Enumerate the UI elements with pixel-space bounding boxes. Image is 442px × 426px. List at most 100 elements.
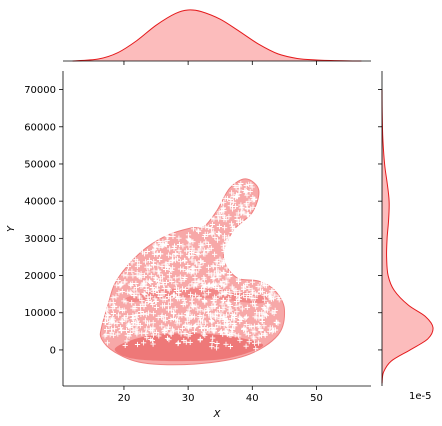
x-axis-label: X	[213, 409, 222, 420]
scatter-marker	[124, 268, 130, 274]
y-marginal-density-fill	[382, 89, 434, 384]
scatter-marker	[257, 284, 263, 290]
scatter-marker	[250, 289, 256, 295]
scatter-marker	[171, 245, 177, 252]
scatter-marker	[133, 257, 139, 263]
scatter-marker	[217, 329, 223, 335]
scatter-marker	[221, 283, 227, 289]
scatter-marker	[196, 295, 202, 301]
scatter-marker	[160, 243, 166, 249]
scatter-marker	[201, 283, 207, 289]
scatter-marker	[148, 273, 154, 279]
scatter-marker	[108, 319, 114, 325]
scatter-marker	[140, 311, 146, 317]
scatter-marker	[238, 180, 244, 187]
scatter-marker	[222, 195, 228, 201]
scatter-marker	[244, 188, 250, 195]
scatter-marker	[237, 187, 243, 193]
scatter-marker	[241, 292, 247, 298]
scatter-marker	[149, 328, 156, 334]
scatter-marker	[146, 320, 152, 326]
scatter-marker	[133, 285, 140, 291]
x-marginal-ticks	[123, 61, 317, 65]
scatter-marker	[193, 303, 199, 309]
y-tick-label: 40000	[24, 197, 56, 208]
scatter-marker	[211, 275, 217, 281]
scatter-marker	[110, 310, 116, 317]
scatter-marker	[251, 323, 257, 329]
scatter-marker	[194, 261, 200, 267]
scatter-marker	[271, 310, 277, 316]
scatter-marker	[161, 285, 167, 291]
scatter-marker	[192, 275, 198, 281]
x-tick-label: 30	[182, 393, 195, 404]
scatter-marker	[196, 265, 202, 271]
scatter-marker	[186, 325, 192, 331]
scatter-marker	[230, 286, 236, 292]
scatter-marker	[104, 312, 110, 318]
scatter-marker	[162, 303, 168, 309]
scatter-marker	[203, 224, 209, 230]
scatter-marker	[184, 314, 190, 320]
scatter-marker	[204, 248, 210, 254]
scatter-marker	[247, 292, 253, 299]
scatter-marker	[102, 320, 108, 326]
scatter-marker	[169, 326, 175, 332]
scatter-marker	[127, 289, 133, 295]
scatter-marker	[122, 279, 128, 285]
x-tick-label: 50	[310, 393, 323, 404]
scatter-marker	[261, 281, 267, 287]
scatter-marker	[201, 308, 207, 314]
scatter-marker	[270, 288, 276, 294]
scatter-marker	[203, 239, 209, 245]
scatter-marker	[227, 203, 233, 209]
scatter-marker	[209, 325, 215, 331]
scatter-marker	[234, 292, 240, 298]
scatter-marker	[268, 291, 274, 297]
scatter-marker	[237, 302, 243, 308]
scatter-marker	[250, 328, 256, 334]
scatter-marker	[183, 339, 189, 345]
scatter-marker	[169, 258, 175, 264]
scatter-marker	[156, 333, 162, 339]
scatter-marker	[224, 321, 230, 327]
scatter-marker	[241, 326, 247, 332]
scatter-marker	[181, 276, 187, 282]
scatter-marker	[164, 238, 170, 244]
scatter-marker	[243, 201, 249, 207]
scatter-marker	[210, 229, 216, 235]
scatter-marker	[210, 335, 216, 341]
scatter-marker	[228, 320, 234, 326]
scatter-marker	[182, 322, 188, 328]
scatter-marker	[267, 328, 273, 334]
scatter-marker	[152, 243, 158, 249]
scatter-marker	[272, 327, 279, 333]
scatter-marker	[264, 292, 270, 298]
scatter-marker	[195, 320, 201, 326]
scatter-marker	[205, 224, 211, 231]
scatter-marker	[162, 266, 169, 273]
scatter-marker	[235, 296, 241, 302]
scatter-marker	[217, 280, 223, 286]
scatter-marker	[146, 264, 152, 270]
scatter-marker	[198, 242, 204, 248]
scatter-marker	[189, 257, 195, 263]
x-marginal-density-line	[72, 9, 362, 62]
scatter-marker	[197, 263, 203, 269]
scatter-marker	[224, 331, 230, 337]
scatter-marker	[272, 292, 278, 298]
scatter-marker	[212, 294, 218, 300]
scatter-marker	[134, 341, 141, 348]
scatter-marker	[202, 231, 208, 237]
scatter-marker	[215, 322, 221, 328]
scatter-marker	[124, 273, 130, 279]
scatter-marker	[189, 295, 195, 301]
scatter-marker	[225, 301, 231, 307]
scatter-marker	[118, 318, 124, 324]
scatter-marker	[150, 248, 156, 254]
scatter-marker	[244, 295, 250, 301]
scatter-marker	[245, 212, 252, 218]
scatter-marker	[205, 307, 211, 313]
scatter-marker	[103, 331, 109, 337]
scatter-marker	[232, 312, 238, 318]
